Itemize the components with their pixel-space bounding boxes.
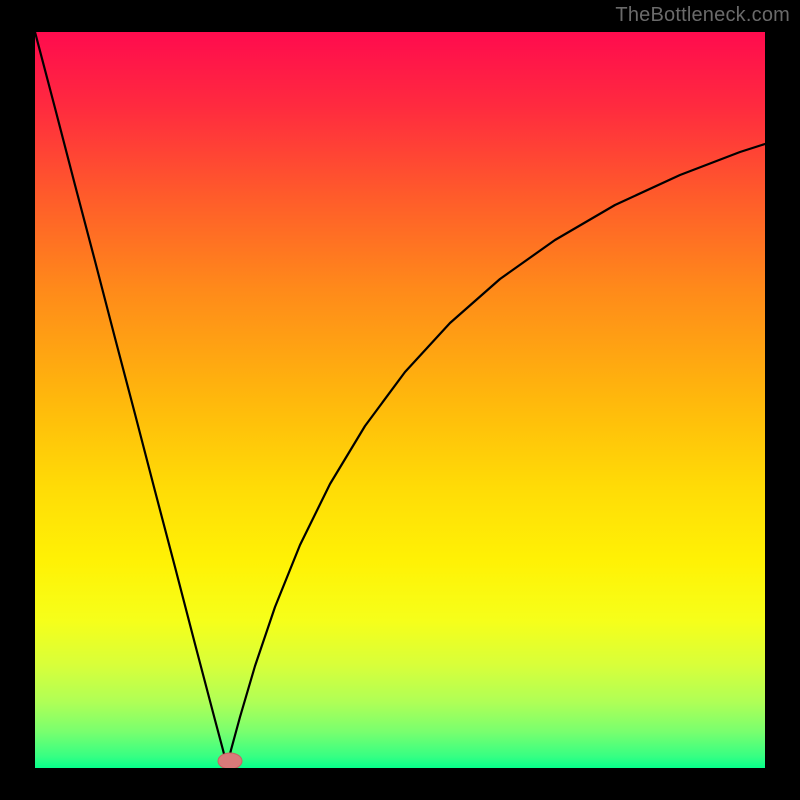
chart-outer-frame: TheBottleneck.com [0,0,800,800]
plot-svg [35,32,765,768]
plot-background [35,32,765,768]
optimum-marker [218,753,242,768]
plot-area [35,32,765,768]
watermark-text: TheBottleneck.com [615,4,790,27]
